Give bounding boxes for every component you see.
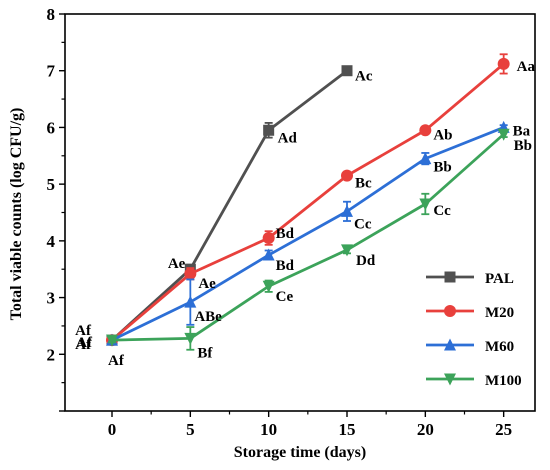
y-tick-label: 5 bbox=[47, 175, 56, 194]
series-pal bbox=[106, 65, 353, 346]
significance-label: Ac bbox=[355, 69, 373, 85]
data-point-pal bbox=[341, 65, 353, 77]
significance-label: Bd bbox=[276, 258, 295, 274]
y-tick-label: 2 bbox=[47, 345, 56, 364]
y-tick-label: 8 bbox=[47, 5, 56, 24]
y-tick-label: 3 bbox=[47, 289, 56, 308]
significance-label: ABe bbox=[194, 309, 222, 325]
significance-label: Ce bbox=[276, 289, 294, 305]
legend-marker bbox=[444, 305, 456, 317]
data-point-m20 bbox=[341, 169, 353, 182]
significance-label: Bb bbox=[514, 138, 532, 154]
significance-label: Ba bbox=[513, 123, 531, 139]
legend-label: PAL bbox=[485, 271, 514, 287]
y-axis-title: Total viable counts (log CFU/g) bbox=[8, 108, 25, 321]
legend-marker bbox=[444, 373, 456, 386]
series-layer bbox=[106, 53, 510, 351]
legend-marker bbox=[444, 271, 456, 283]
significance-label: Ae bbox=[198, 276, 216, 292]
significance-label: Dd bbox=[356, 253, 376, 269]
significance-label: Bc bbox=[355, 176, 372, 192]
y-tick-label: 6 bbox=[47, 118, 56, 137]
y-tick-label: 7 bbox=[47, 62, 56, 81]
legend-marker bbox=[444, 338, 456, 351]
legend-item-m100: M100 bbox=[426, 373, 522, 389]
legend-label: M60 bbox=[485, 339, 514, 355]
significance-label: Af bbox=[76, 335, 93, 351]
legend: PAL M20 M60 M100 bbox=[426, 271, 522, 389]
data-point-m60 bbox=[419, 152, 432, 165]
x-tick-label: 25 bbox=[495, 420, 512, 439]
significance-label: Af bbox=[75, 337, 92, 353]
data-point-m100 bbox=[341, 244, 353, 257]
series-m100 bbox=[106, 128, 510, 351]
legend-label: M100 bbox=[485, 373, 522, 389]
data-point-m100 bbox=[106, 334, 118, 347]
axes: 0 5 10 15 20 25 2 3 4 5 6 7 8 bbox=[47, 5, 513, 439]
series-line-pal bbox=[111, 69, 348, 342]
legend-item-m60: M60 bbox=[426, 338, 514, 355]
legend-label: M20 bbox=[485, 305, 514, 321]
significance-label: Bd bbox=[276, 226, 295, 242]
series-line-m60 bbox=[111, 126, 505, 342]
significance-label: Ad bbox=[278, 130, 298, 146]
data-point-m60 bbox=[341, 204, 353, 217]
significance-label: Ae bbox=[168, 256, 186, 272]
data-point-m100 bbox=[262, 280, 275, 293]
x-tick-label: 15 bbox=[339, 420, 356, 439]
x-axis-title: Storage time (days) bbox=[234, 444, 366, 461]
significance-label: Af bbox=[75, 323, 92, 339]
legend-item-m20: M20 bbox=[426, 305, 514, 321]
series-line-m20 bbox=[111, 62, 505, 342]
data-point-pal bbox=[263, 124, 275, 136]
data-point-m60 bbox=[262, 248, 275, 261]
significance-label: Bf bbox=[197, 345, 213, 361]
x-tick-label: 0 bbox=[108, 420, 117, 439]
data-point-m100 bbox=[419, 198, 432, 211]
data-point-m20 bbox=[184, 267, 197, 280]
significance-label: Cc bbox=[433, 203, 451, 219]
data-point-m60 bbox=[184, 295, 197, 308]
significance-label: Bb bbox=[433, 160, 451, 176]
data-point-m100 bbox=[184, 332, 197, 345]
series-line-m100 bbox=[111, 133, 505, 342]
x-tick-label: 20 bbox=[417, 420, 434, 439]
y-tick-label: 4 bbox=[47, 232, 56, 251]
significance-label: Aa bbox=[517, 59, 536, 75]
significance-label: Ab bbox=[433, 127, 452, 143]
x-tick-label: 5 bbox=[186, 420, 195, 439]
data-point-m20 bbox=[419, 124, 432, 137]
data-point-m20 bbox=[497, 57, 510, 70]
data-point-m20 bbox=[262, 232, 275, 245]
data-point-m100 bbox=[497, 128, 510, 141]
significance-label: Cc bbox=[354, 216, 372, 232]
significance-label: Af bbox=[108, 353, 125, 369]
legend-item-pal: PAL bbox=[426, 271, 514, 287]
series-m20 bbox=[106, 53, 510, 347]
x-tick-label: 10 bbox=[260, 420, 277, 439]
